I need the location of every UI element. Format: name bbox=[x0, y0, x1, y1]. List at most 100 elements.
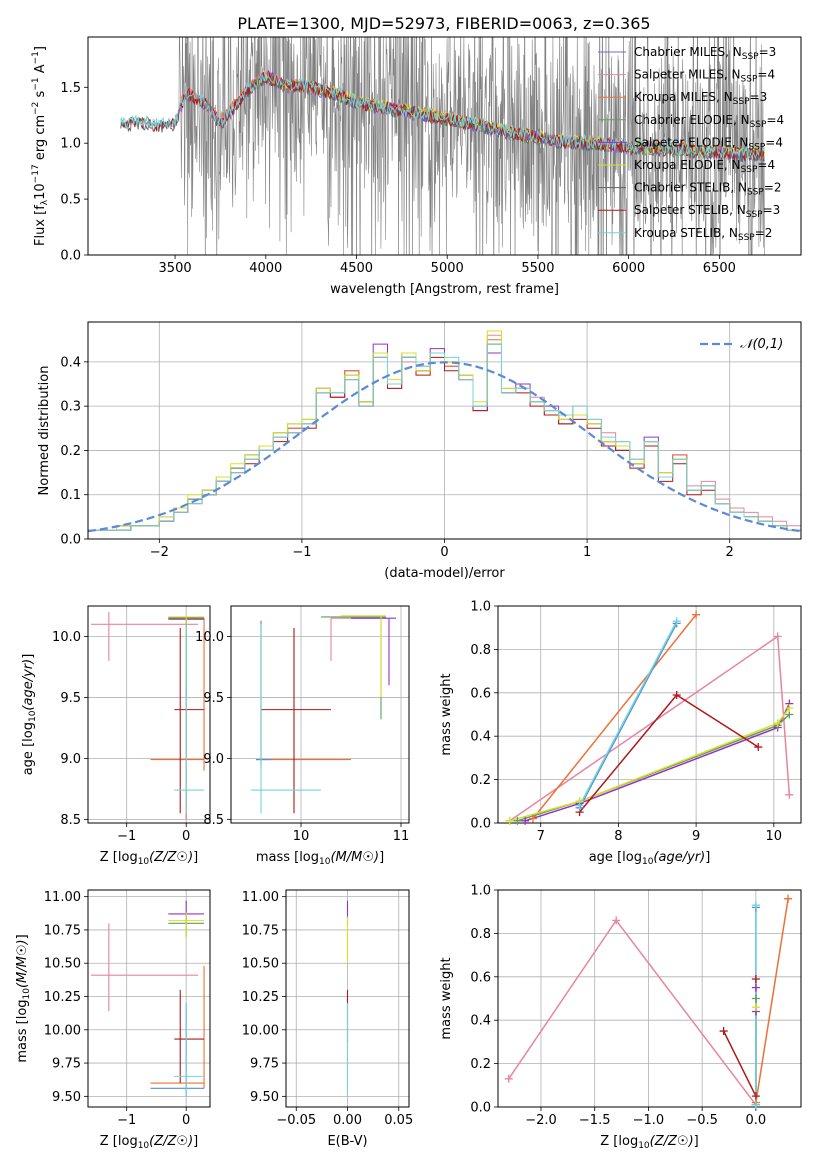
y-tick-label: 11.00 bbox=[44, 890, 81, 905]
legend-text: Chabrier MILES, N bbox=[634, 45, 742, 59]
x-tick-label: −1 bbox=[117, 1113, 136, 1128]
weight-series-line bbox=[722, 978, 757, 1097]
y-tick-label: 10.00 bbox=[44, 1023, 81, 1038]
weight-point-marker bbox=[773, 632, 782, 641]
axis-label-sub: 10 bbox=[642, 857, 654, 867]
y-axis-label: age [log10(age/yr)] bbox=[21, 654, 38, 776]
weight-point-marker bbox=[612, 916, 621, 925]
y-tick-label: 0.5 bbox=[60, 193, 81, 208]
y-tick-label: 10.75 bbox=[44, 923, 81, 938]
y-axis-label: mass weight bbox=[439, 673, 454, 755]
legend-text: Salpeter MILES, N bbox=[634, 68, 741, 82]
axis-label-part: ] bbox=[193, 1134, 198, 1149]
legend-text: Chabrier STELIB, N bbox=[634, 181, 747, 195]
legend-entry: 𝒩(0,1) bbox=[740, 337, 783, 352]
y-axis-label: Normed distribution bbox=[37, 366, 52, 496]
legend-subscript: SSP bbox=[742, 52, 759, 62]
x-axis-label: age [log10(age/yr)] bbox=[589, 850, 711, 867]
legend-entry: Kroupa MILES, NSSP=3 bbox=[634, 90, 767, 107]
x-tick-label: 0 bbox=[182, 829, 190, 844]
legend-entry: Chabrier STELIB, NSSP=2 bbox=[634, 181, 782, 198]
y-tick-label: 9.5 bbox=[60, 691, 81, 706]
x-tick-label: 10 bbox=[293, 829, 310, 844]
y-label-part: −2 bbox=[31, 102, 41, 115]
y-tick-label: 0.1 bbox=[60, 488, 81, 503]
weight-point-marker bbox=[773, 719, 782, 728]
y-axis-label: mass weight bbox=[439, 957, 454, 1039]
y-label-part: A bbox=[33, 64, 48, 77]
x-tick-label: 6500 bbox=[703, 261, 736, 276]
weight-point-marker bbox=[754, 743, 763, 752]
legend-text: =3 bbox=[750, 90, 768, 104]
y-tick-label: 9.0 bbox=[60, 752, 81, 767]
weight-series-line bbox=[532, 614, 697, 820]
y-tick-label: 10.25 bbox=[242, 990, 279, 1005]
panel-massweight_vs_Z: −2.0 −1.5 −1.0 −0.5 0.0 0.0 0.2 0.4 0.6 0.8 1.0 Z [… bbox=[439, 884, 802, 1151]
plot-area bbox=[120, 37, 766, 255]
panel-age_vs_Z: −1 08.59.09.510.0Z [log10(Z/Z☉)]age [log1… bbox=[21, 605, 211, 867]
x-axis-label: E(B-V) bbox=[327, 1134, 367, 1149]
normal-reference-curve bbox=[88, 361, 801, 533]
y-label-part: s bbox=[33, 90, 48, 101]
x-axis-label: Z [log10(Z/Z☉)] bbox=[100, 1134, 198, 1151]
weight-point-marker bbox=[784, 894, 793, 903]
legend-subscript: SSP bbox=[746, 210, 763, 220]
axis-label-part: mass [log bbox=[256, 850, 319, 865]
y-tick-label: 0.2 bbox=[470, 1057, 491, 1072]
plot-area bbox=[90, 612, 205, 820]
legend-text: =4 bbox=[766, 113, 784, 127]
x-tick-label: −1.0 bbox=[633, 1113, 665, 1128]
weight-point-marker bbox=[692, 610, 701, 619]
axis-label-sub: 10 bbox=[138, 857, 150, 867]
x-axis-label: wavelength [Angstrom, rest frame] bbox=[330, 282, 559, 297]
x-tick-label: 3500 bbox=[159, 261, 192, 276]
legend-text: =2 bbox=[764, 181, 782, 195]
panel-residual_hist: −2 −1 0 1 2 0.0 0.1 0.2 0.3 0.4 (data-model)/error… bbox=[37, 321, 802, 581]
axis-label-part: Z [log bbox=[100, 1134, 138, 1149]
x-tick-label: 1 bbox=[583, 545, 591, 560]
x-tick-label: 0.0 bbox=[746, 1113, 767, 1128]
axis-label-part: ] bbox=[15, 934, 30, 939]
x-tick-label: 5500 bbox=[521, 261, 554, 276]
y-tick-label: 0.2 bbox=[470, 773, 491, 788]
y-tick-label: 10.75 bbox=[242, 923, 279, 938]
axis-label-sub: 10 bbox=[28, 710, 38, 722]
x-axis-label: mass [log10(M/M☉)] bbox=[256, 850, 384, 867]
x-tick-label: −1.5 bbox=[579, 1113, 611, 1128]
x-axis-label: (data-model)/error bbox=[384, 566, 505, 581]
weight-series-line bbox=[755, 898, 789, 1103]
model-series-line bbox=[120, 71, 765, 162]
axis-label-part: age [log bbox=[589, 850, 642, 865]
legend-entry: Salpeter ELODIE, NSSP=4 bbox=[634, 135, 783, 152]
legend-text: Kroupa ELODIE, N bbox=[634, 158, 741, 172]
y-tick-label: 0.0 bbox=[60, 249, 81, 264]
y-tick-label: 0.8 bbox=[470, 643, 491, 658]
y-tick-label: 1.5 bbox=[60, 81, 81, 96]
x-tick-label: 0.05 bbox=[384, 1113, 413, 1128]
weight-series-line bbox=[509, 707, 790, 822]
x-tick-label: 0.00 bbox=[333, 1113, 362, 1128]
x-tick-label: −2.0 bbox=[525, 1113, 557, 1128]
legend-entry: Salpeter MILES, NSSP=4 bbox=[634, 68, 775, 85]
axis-label-part: (age/yr) bbox=[21, 659, 36, 711]
x-tick-label: 6000 bbox=[612, 261, 645, 276]
y-tick-label: 1.0 bbox=[470, 884, 491, 899]
x-tick-label: 0 bbox=[182, 1113, 190, 1128]
y-tick-label: 0.8 bbox=[470, 927, 491, 942]
weight-series-line bbox=[508, 919, 757, 1106]
legend-text: Salpeter ELODIE, N bbox=[634, 135, 748, 149]
axis-label-part: (M/M☉) bbox=[15, 939, 30, 988]
weight-point-marker bbox=[521, 816, 530, 825]
x-tick-label: 8 bbox=[614, 829, 622, 844]
y-tick-label: 0.4 bbox=[60, 355, 81, 370]
legend-text: =3 bbox=[759, 45, 777, 59]
weight-point-marker bbox=[751, 994, 760, 1003]
axis-label-part: Z [log bbox=[600, 1134, 638, 1149]
weight-series-line bbox=[578, 620, 678, 806]
legend-subscript: SSP bbox=[750, 120, 767, 130]
axis-label-part: (Z/Z☉) bbox=[149, 850, 193, 865]
x-tick-label: 7 bbox=[537, 829, 545, 844]
y-label-part: −17 bbox=[31, 164, 41, 183]
y-tick-label: 0.6 bbox=[470, 686, 491, 701]
